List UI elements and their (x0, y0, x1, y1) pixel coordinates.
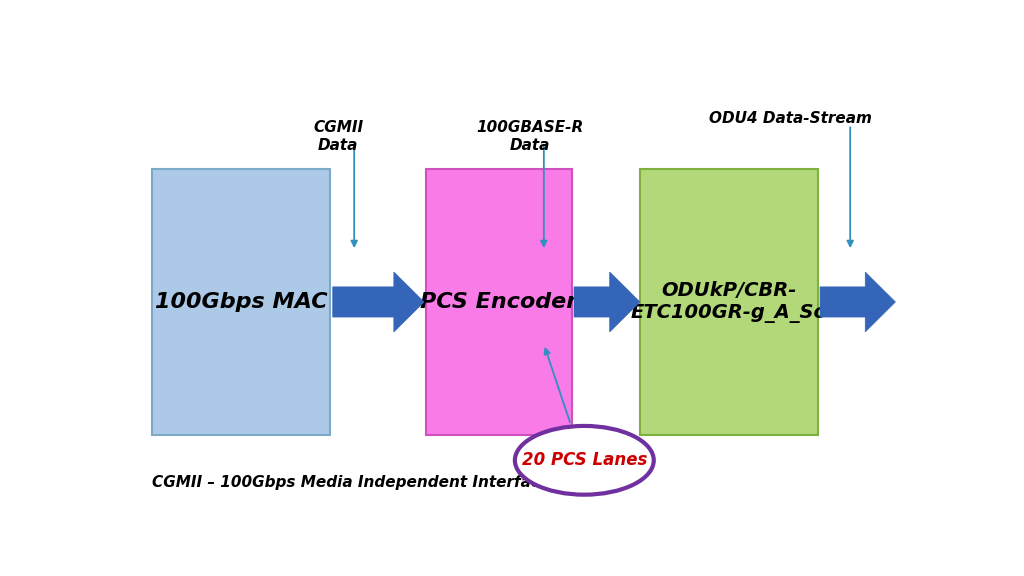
Text: 100GBASE-R
Data: 100GBASE-R Data (476, 120, 584, 153)
FancyBboxPatch shape (426, 169, 572, 435)
Polygon shape (333, 272, 424, 332)
Text: ODU4 Data-Stream: ODU4 Data-Stream (710, 111, 872, 126)
Ellipse shape (515, 426, 653, 495)
Polygon shape (820, 272, 895, 332)
Text: CGMII
Data: CGMII Data (313, 120, 364, 153)
Text: ODUkP/CBR-
ETC100GR-g_A_So: ODUkP/CBR- ETC100GR-g_A_So (631, 281, 827, 323)
FancyBboxPatch shape (640, 169, 818, 435)
Text: 100Gbps MAC: 100Gbps MAC (155, 292, 328, 312)
Polygon shape (574, 272, 640, 332)
Text: CGMII – 100Gbps Media Independent Interface: CGMII – 100Gbps Media Independent Interf… (152, 475, 550, 491)
FancyBboxPatch shape (152, 169, 331, 435)
Text: 20 PCS Lanes: 20 PCS Lanes (521, 452, 647, 469)
Text: PCS Encoder: PCS Encoder (421, 292, 578, 312)
